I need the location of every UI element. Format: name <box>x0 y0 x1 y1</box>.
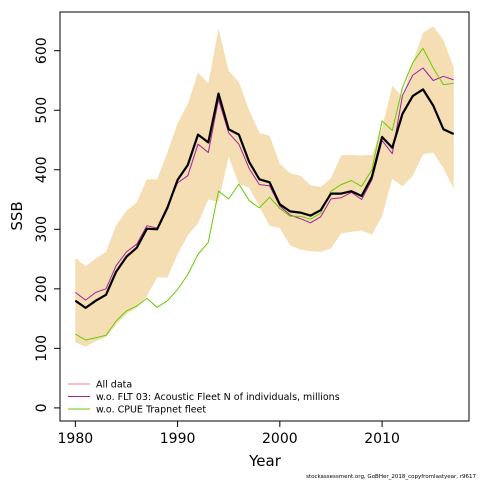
series-line-wo-flt03-acoustic <box>75 67 454 301</box>
series-line-wo-cpue-trapnet <box>75 47 454 341</box>
legend-label: w.o. FLT 03: Acoustic Fleet N of individ… <box>96 392 340 403</box>
legend-label: All data <box>96 380 132 391</box>
series-line-all-data <box>74 88 455 309</box>
y-tick-label: 600 <box>34 37 50 64</box>
plot-frame <box>59 11 470 422</box>
x-tick-label: 1980 <box>58 431 94 447</box>
x-tick-label: 2000 <box>262 431 298 447</box>
x-axis-title: Year <box>248 452 282 470</box>
y-tick-label: 300 <box>34 216 50 243</box>
legend-label: w.o. CPUE Trapnet fleet <box>96 405 206 416</box>
y-axis-title: SSB <box>8 201 26 230</box>
confidence-band-layer <box>75 26 454 347</box>
footer-credit: stockassessment.org, GoBHer_2018_copyfro… <box>306 474 476 480</box>
x-axis: 1980 1990 2000 2010 <box>58 420 400 447</box>
x-tick-label: 2010 <box>364 431 400 447</box>
x-tick-label: 1990 <box>160 431 196 447</box>
series-layer <box>74 47 455 341</box>
y-tick-label: 100 <box>34 335 50 362</box>
confidence-band <box>75 26 454 347</box>
y-tick-label: 0 <box>34 403 50 412</box>
y-tick-label: 400 <box>34 156 50 183</box>
y-tick-label: 500 <box>34 97 50 124</box>
y-axis: 0 100 200 300 400 500 600 <box>34 37 60 412</box>
y-tick-label: 200 <box>34 275 50 302</box>
